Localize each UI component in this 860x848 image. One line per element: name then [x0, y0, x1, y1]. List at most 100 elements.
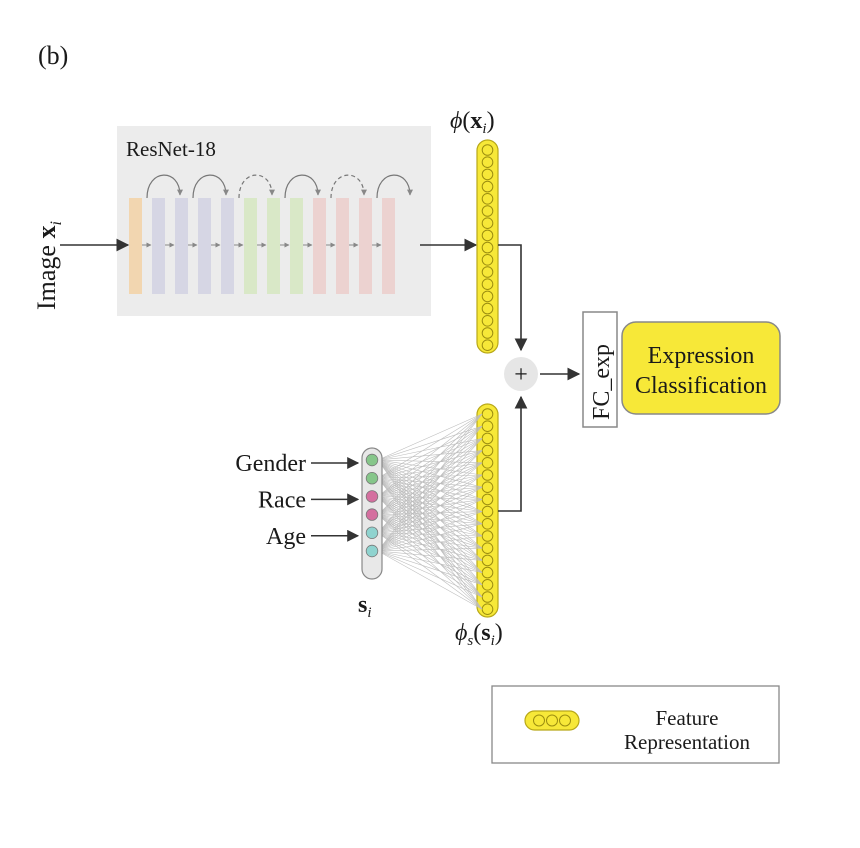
- fc-weight-line: [377, 438, 483, 552]
- image-feature-label: ϕ(xi): [450, 108, 495, 137]
- feature-unit: [481, 579, 494, 591]
- input-image-label: Image xi: [32, 221, 65, 310]
- fc-weight-line: [377, 438, 483, 515]
- fc-weight-line: [377, 550, 483, 586]
- fc-weight-line: [377, 511, 483, 552]
- feature-unit: [481, 481, 494, 494]
- feature-unit: [481, 205, 494, 217]
- feature-unit: [481, 493, 494, 506]
- fc-weight-line: [377, 486, 483, 552]
- feature-unit: [481, 591, 494, 603]
- sensitive-attribute-label: si: [358, 592, 372, 621]
- fc-exp-label: FC_exp: [589, 344, 615, 420]
- fc-weight-line: [377, 532, 483, 610]
- legend-unit-2: [546, 714, 558, 727]
- fc-weight-line: [377, 550, 483, 573]
- fc-weight-line: [377, 425, 483, 479]
- fc-weight-line: [377, 425, 483, 515]
- feature-unit: [481, 518, 494, 530]
- fc-weight-line: [377, 462, 483, 552]
- fc-weight-line: [377, 523, 483, 534]
- feature-unit: [481, 505, 494, 518]
- feature-unit: [481, 144, 494, 156]
- feature-unit: [481, 327, 494, 339]
- feature-unit: [481, 432, 494, 445]
- attribute-unit: [365, 472, 379, 485]
- resnet-skip-arc: [238, 174, 275, 199]
- resnet-layer-block: [267, 198, 280, 294]
- feature-unit: [481, 156, 494, 168]
- feature-unit: [481, 302, 494, 315]
- legend-unit-1: [533, 714, 545, 727]
- feature-unit: [481, 278, 494, 291]
- resnet-blocks: [129, 198, 395, 294]
- fc-weight-line: [377, 532, 483, 598]
- resnet-skip-arc: [146, 174, 183, 199]
- attribute-label: Race: [258, 487, 306, 513]
- fc-weight-line: [377, 425, 483, 534]
- fc-weight-line: [377, 425, 483, 497]
- sum-symbol: +: [514, 362, 528, 388]
- attribute-label: Gender: [235, 451, 306, 477]
- resnet-skip-connections: [146, 174, 413, 199]
- fc-weight-line: [377, 532, 483, 573]
- feature-unit: [481, 315, 494, 327]
- fc-weight-line: [377, 486, 483, 534]
- sensitive-feature-label: ϕs(si): [455, 620, 503, 649]
- feature-unit: [481, 542, 494, 555]
- feature-unit: [481, 193, 494, 205]
- fc-weight-line: [377, 438, 483, 534]
- feature-unit: [481, 408, 494, 420]
- output-label-line1: Expression: [648, 343, 755, 369]
- fc-weight-line: [377, 438, 483, 497]
- resnet-layer-block: [129, 198, 142, 294]
- output-label-line2: Classification: [635, 373, 767, 399]
- fc-weight-line: [377, 550, 483, 610]
- fc-weight-line: [377, 413, 483, 461]
- sensitive-feature-units: [481, 408, 494, 616]
- fc-weight-line: [377, 547, 483, 552]
- attribute-unit: [365, 453, 379, 467]
- fc-weight-line: [377, 511, 483, 534]
- resnet-skip-arc: [376, 174, 413, 199]
- resnet-layer-block: [244, 198, 257, 294]
- resnet-layer-block: [359, 198, 372, 294]
- fc-weight-line: [377, 426, 483, 552]
- resnet-layer-block: [198, 198, 211, 294]
- resnet-layer-block: [221, 198, 234, 294]
- expression-classification-box: [621, 321, 781, 415]
- feature-unit: [481, 444, 494, 457]
- feature-unit: [481, 290, 494, 303]
- feature-unit: [481, 530, 494, 542]
- fully-connected-weights: [377, 413, 483, 610]
- feature-unit: [481, 566, 494, 579]
- resnet-layer-block: [152, 198, 165, 294]
- feature-unit: [481, 339, 494, 352]
- fc-weight-line: [377, 532, 483, 537]
- resnet-skip-arc: [284, 174, 321, 199]
- fc-weight-line: [377, 535, 483, 552]
- fc-weight-line: [377, 462, 483, 534]
- resnet-title: ResNet-18: [126, 137, 216, 161]
- resnet-layer-block: [382, 198, 395, 294]
- fc-weight-line: [377, 413, 483, 533]
- feature-unit: [481, 457, 494, 469]
- fc-weight-line: [377, 499, 483, 534]
- sum-node: [504, 357, 538, 391]
- resnet-layer-block: [336, 198, 349, 294]
- feature-unit: [481, 420, 494, 433]
- legend-label-line2: Representation: [624, 730, 750, 754]
- feature-unit: [481, 469, 494, 481]
- fc-weight-line: [377, 413, 483, 552]
- image-feature-to-sum-arrow: [498, 244, 528, 352]
- legend-label-line1: Feature: [656, 706, 719, 730]
- feature-unit: [481, 168, 494, 181]
- attribute-labels: Gender Race Age: [235, 451, 360, 550]
- attribute-unit: [365, 544, 379, 558]
- feature-unit: [481, 229, 494, 242]
- attribute-label: Age: [266, 524, 306, 550]
- legend-unit-3: [559, 714, 571, 727]
- fc-exp-layer: [582, 311, 618, 428]
- feature-unit: [481, 253, 494, 266]
